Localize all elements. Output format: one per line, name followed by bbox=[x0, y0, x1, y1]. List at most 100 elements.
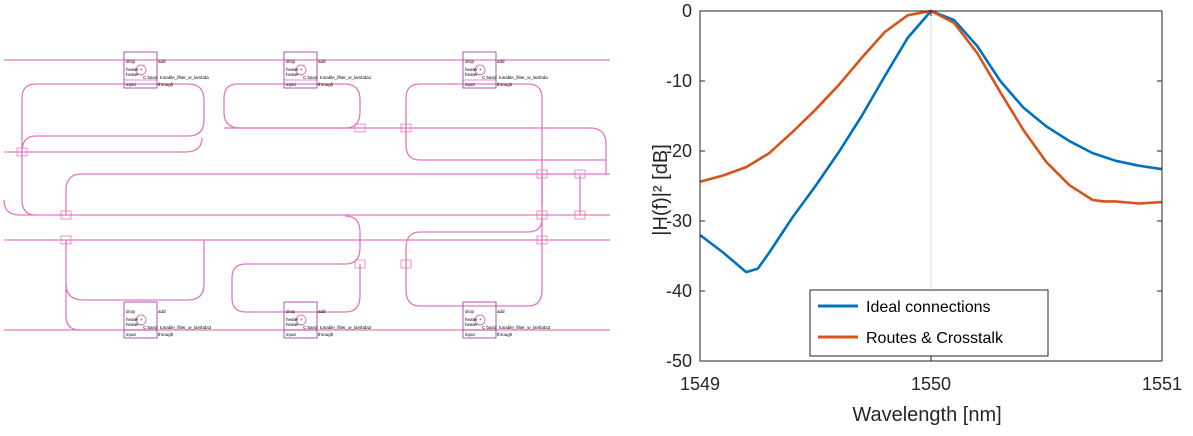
port-label-drop: drop bbox=[126, 309, 136, 314]
port-label-heater-minus: heater - bbox=[126, 322, 142, 327]
waveguide-crossing bbox=[400, 123, 412, 133]
x-tick-label: 1549 bbox=[680, 374, 720, 394]
port-label-drop: drop bbox=[126, 59, 136, 64]
series-line-1 bbox=[699, 9, 1163, 205]
port-label-add: add bbox=[497, 309, 505, 314]
port-label-input: input bbox=[286, 332, 297, 337]
waveguide-crossing bbox=[60, 235, 72, 245]
port-label-add: add bbox=[318, 59, 326, 64]
port-label-input: input bbox=[286, 82, 297, 87]
port-label-heater-plus: heater + bbox=[286, 317, 303, 322]
band-label: C band bbox=[482, 325, 497, 330]
port-label-input: input bbox=[465, 82, 476, 87]
port-label-heater-minus: heater - bbox=[286, 322, 302, 327]
port-label-heater-minus: heater - bbox=[286, 72, 302, 77]
y-tick-label: -40 bbox=[666, 281, 692, 301]
port-label-through: through bbox=[158, 332, 174, 337]
x-tick-label: 1551 bbox=[1142, 374, 1182, 394]
band-label: C band bbox=[303, 75, 318, 80]
port-label-heater-plus: heater + bbox=[465, 67, 482, 72]
cell-name-label: tunable_filter_w_lambda1 bbox=[320, 75, 372, 80]
waveguide bbox=[405, 175, 543, 307]
waveguide-crossing bbox=[60, 210, 72, 220]
band-label: C band bbox=[482, 75, 497, 80]
waveguide bbox=[405, 217, 543, 249]
port-label-heater-minus: heater - bbox=[465, 322, 481, 327]
ring-resonator bbox=[295, 64, 307, 76]
series-line-0 bbox=[699, 9, 1163, 274]
filter-cell-box bbox=[462, 51, 497, 89]
port-label-heater-plus: heater + bbox=[465, 317, 482, 322]
filter-cell-box bbox=[123, 51, 158, 89]
tunable-filter-cell-2: drop add heater +heater -C band tunable_fil… bbox=[283, 51, 372, 89]
port-label-drop: drop bbox=[286, 309, 296, 314]
waveguide-crossing bbox=[354, 123, 366, 133]
x-axis-title: Wavelength [nm] bbox=[852, 404, 1001, 426]
waveguide bbox=[231, 264, 361, 313]
ring-resonator bbox=[295, 314, 307, 326]
tunable-filter-cell-6: drop add heater +heater -C band tunable_fil… bbox=[462, 301, 551, 339]
waveguide-crossing bbox=[536, 169, 548, 179]
port-label-heater-minus: heater - bbox=[126, 72, 142, 77]
waveguide bbox=[405, 98, 605, 161]
filter-cell-box bbox=[283, 51, 318, 89]
port-label-heater-plus: heater + bbox=[126, 317, 143, 322]
port-label-add: add bbox=[497, 59, 505, 64]
cell-name-label: tunable_filter_w_lambda3 bbox=[160, 325, 212, 330]
y-tick-label: -50 bbox=[666, 351, 692, 371]
port-label-drop: drop bbox=[286, 59, 296, 64]
cell-name-label: tunable_filter_w_lambda bbox=[499, 75, 548, 80]
tunable-filter-cell-4: drop add heater +heater -C band tunable_fil… bbox=[123, 301, 212, 339]
waveguide-crossing bbox=[536, 210, 548, 220]
port-label-heater-plus: heater + bbox=[286, 67, 303, 72]
waveguide bbox=[231, 215, 361, 279]
port-label-through: through bbox=[318, 82, 334, 87]
waveguide-crossing bbox=[536, 235, 548, 245]
y-axis-title: |H(f)|² [dB] bbox=[650, 144, 672, 236]
port-label-input: input bbox=[126, 82, 137, 87]
filter-cell-box bbox=[123, 301, 158, 339]
waveguide bbox=[4, 137, 203, 153]
band-label: C band bbox=[143, 75, 158, 80]
port-label-through: through bbox=[497, 332, 513, 337]
waveguide bbox=[65, 173, 610, 215]
port-label-drop: drop bbox=[465, 59, 475, 64]
port-label-input: input bbox=[126, 332, 137, 337]
x-tick-label: 1550 bbox=[911, 374, 951, 394]
waveguide-crossing bbox=[574, 169, 586, 179]
band-label: C band bbox=[303, 325, 318, 330]
port-label-drop: drop bbox=[465, 309, 475, 314]
tunable-filter-cell-3: drop add heater +heater -C band tunable_fil… bbox=[462, 51, 548, 89]
ring-resonator bbox=[135, 314, 147, 326]
band-label: C band bbox=[143, 325, 158, 330]
chart-svg: 0 -10 -20 -30 -40 -50 1549 1550 1551 Wavelength … bbox=[650, 1, 1182, 426]
y-tick-label: 0 bbox=[682, 1, 692, 21]
waveguide bbox=[65, 240, 81, 331]
filter-cell-box bbox=[283, 301, 318, 339]
port-label-input: input bbox=[465, 332, 476, 337]
port-label-through: through bbox=[158, 82, 174, 87]
cell-name-label: tunable_filter_w_lambda bbox=[160, 75, 209, 80]
port-label-heater-minus: heater - bbox=[465, 72, 481, 77]
tunable-filter-cell-1: drop add heater +heater -C band tunable_fil… bbox=[123, 51, 209, 89]
filter-cell-box bbox=[462, 301, 497, 339]
ring-resonator bbox=[135, 64, 147, 76]
y-tick-label: -30 bbox=[666, 211, 692, 231]
waveguide bbox=[224, 127, 607, 175]
ring-resonator bbox=[474, 314, 486, 326]
cell-name-label: tunable_filter_w_lambda3 bbox=[499, 325, 551, 330]
waveguide bbox=[21, 83, 205, 153]
port-label-through: through bbox=[318, 332, 334, 337]
port-label-add: add bbox=[158, 309, 166, 314]
port-label-add: add bbox=[318, 309, 326, 314]
y-tick-label: -10 bbox=[666, 71, 692, 91]
waveguide bbox=[65, 240, 205, 301]
legend: Ideal connections Routes & Crosstalk bbox=[809, 289, 1049, 357]
waveguide bbox=[21, 152, 37, 216]
port-label-heater-plus: heater + bbox=[126, 67, 143, 72]
legend-box bbox=[809, 289, 1049, 357]
y-tick-label: -20 bbox=[666, 141, 692, 161]
waveguide-crossing bbox=[574, 210, 586, 220]
transmission-chart: 0 -10 -20 -30 -40 -50 1549 1550 1551 Wavelength … bbox=[620, 0, 1193, 431]
